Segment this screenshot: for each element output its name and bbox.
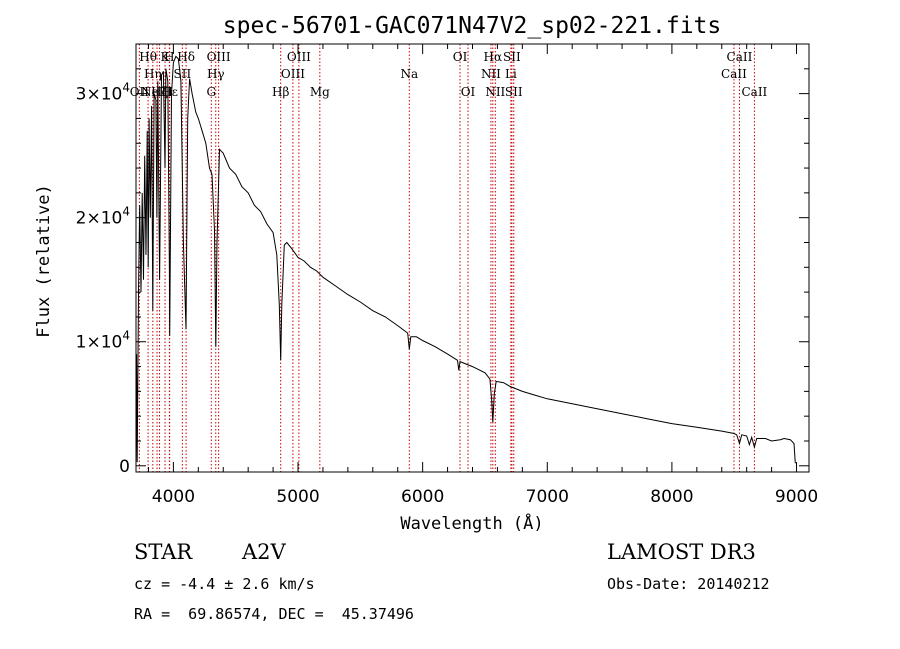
line-label-28: CaII bbox=[741, 85, 767, 99]
line-label-0: OII bbox=[130, 85, 150, 99]
spectrum-series-line bbox=[135, 55, 796, 464]
coordinates: RA = 69.86574, DEC = 45.37496 bbox=[134, 605, 414, 623]
y-tick-label-3: 3×104 bbox=[76, 81, 130, 105]
line-label-17: Na bbox=[400, 67, 418, 81]
line-label-8: SII bbox=[174, 67, 192, 81]
line-label-13: Hβ bbox=[272, 85, 289, 99]
line-label-1: Hθ bbox=[139, 50, 157, 64]
x-axis-label: Wavelength (Å) bbox=[400, 512, 543, 534]
line-label-20: NII bbox=[481, 67, 501, 81]
object-subclass: A2V bbox=[242, 540, 286, 564]
x-tick-label-4: 8000 bbox=[650, 487, 693, 507]
observation-date: Obs-Date: 20140212 bbox=[607, 575, 770, 593]
chart-title: spec-56701-GAC071N47V2_sp02-221.fits bbox=[223, 13, 722, 39]
plot-frame bbox=[135, 43, 810, 473]
survey-name: LAMOST DR3 bbox=[607, 540, 756, 564]
y-tick-label-2: 2×104 bbox=[76, 205, 130, 229]
spectral-line-labels: OIIHθHηNeIIIHζKHHεSIIHδGHγOIIIHβOIIIOIII… bbox=[130, 50, 768, 99]
line-label-12: OIII bbox=[207, 50, 231, 64]
y-tick-label-0: 0 bbox=[119, 457, 130, 477]
line-label-27: CaII bbox=[727, 50, 753, 64]
x-tick-label-1: 5000 bbox=[276, 487, 319, 507]
line-label-5: K bbox=[161, 50, 171, 64]
x-tick-label-2: 6000 bbox=[401, 487, 444, 507]
y-tick-label-1: 1×104 bbox=[76, 329, 130, 353]
line-label-15: OIII bbox=[287, 50, 311, 64]
line-label-6: H bbox=[164, 50, 174, 64]
line-label-16: Mg bbox=[310, 85, 330, 99]
spectral-line-markers bbox=[138, 44, 755, 472]
line-label-21: Hα bbox=[484, 50, 503, 64]
line-label-24: SII bbox=[503, 50, 521, 64]
line-label-9: Hδ bbox=[177, 50, 195, 64]
line-label-18: OI bbox=[453, 50, 468, 64]
line-label-26: CaII bbox=[721, 67, 747, 81]
line-label-19: OI bbox=[461, 85, 476, 99]
x-tick-label-5: 9000 bbox=[775, 487, 818, 507]
line-label-25: SII bbox=[505, 85, 523, 99]
y-axis-ticks: 0 1×104 2×104 3×104 bbox=[76, 43, 809, 477]
redshift-cz: cz = -4.4 ± 2.6 km/s bbox=[134, 575, 315, 593]
line-label-2: Hη bbox=[144, 67, 162, 81]
line-label-10: G bbox=[206, 85, 216, 99]
x-axis-ticks: 4000 5000 6000 7000 8000 9000 bbox=[147, 44, 818, 507]
line-label-23: Li bbox=[505, 67, 517, 81]
x-tick-label-3: 7000 bbox=[526, 487, 569, 507]
line-label-11: Hγ bbox=[207, 67, 225, 81]
line-label-22: NII bbox=[485, 85, 505, 99]
object-class: STAR bbox=[134, 540, 193, 564]
x-tick-label-0: 4000 bbox=[152, 487, 195, 507]
y-axis-label: Flux (relative) bbox=[34, 184, 54, 338]
line-label-14: OIII bbox=[281, 67, 305, 81]
